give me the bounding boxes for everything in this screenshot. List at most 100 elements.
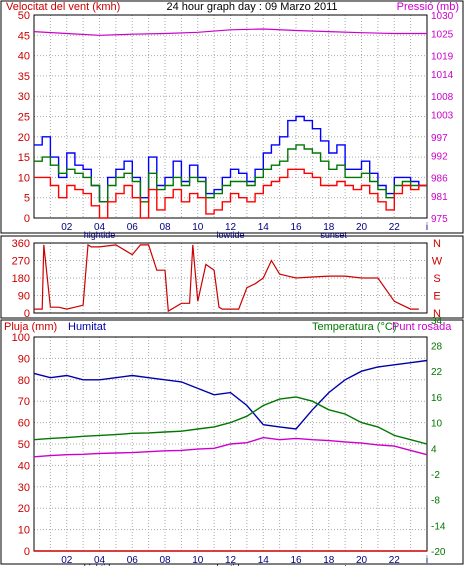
x-hour-label: 14 bbox=[258, 222, 270, 233]
y-tick-label: 0 bbox=[24, 308, 30, 320]
x-event-label: sunset bbox=[320, 230, 347, 240]
y-tick-label: 50 bbox=[18, 439, 30, 451]
y2-tick-label: 986 bbox=[431, 173, 448, 184]
y2-tick-label: 1019 bbox=[431, 52, 454, 63]
y-tick-label: 50 bbox=[18, 10, 30, 22]
plot-area bbox=[33, 242, 428, 314]
y-tick-label: 5 bbox=[24, 193, 30, 205]
x-hour-label: i bbox=[426, 222, 428, 233]
wind-title: Velocitat del vent (kmh) bbox=[6, 1, 120, 13]
x-hour-label: 08 bbox=[159, 555, 171, 566]
x-hour-label: 20 bbox=[356, 222, 368, 233]
x-hour-label: 02 bbox=[61, 555, 73, 566]
y2-tick-label: 1008 bbox=[431, 92, 454, 103]
x-hour-label: 14 bbox=[258, 555, 270, 566]
y-tick-label: 45 bbox=[18, 30, 30, 42]
y2-tick-label: 34 bbox=[431, 316, 443, 327]
x-hour-label: 18 bbox=[323, 555, 335, 566]
x-hour-label: 10 bbox=[192, 555, 204, 566]
top-frame bbox=[0, 0, 464, 234]
series-pressure bbox=[33, 28, 427, 36]
y2-tick-label: 1003 bbox=[431, 111, 454, 122]
y-tick-label: 0 bbox=[24, 213, 30, 225]
x-event-label: lowtide bbox=[216, 563, 244, 566]
y-tick-label: 20 bbox=[18, 132, 30, 144]
y2-tick-label: -20 bbox=[431, 547, 446, 558]
x-hour-label: 06 bbox=[127, 555, 139, 566]
y2-tick-label: 28 bbox=[431, 342, 443, 353]
x-event-label: sunset bbox=[320, 563, 347, 566]
y-tick-label: 100 bbox=[12, 332, 30, 344]
x-hour-label: 16 bbox=[290, 222, 302, 233]
y-tick-label: 15 bbox=[18, 152, 30, 164]
y2-tick-label: 1030 bbox=[431, 11, 454, 22]
direction-tick-label: N bbox=[433, 308, 441, 320]
y-tick-label: 70 bbox=[18, 396, 30, 408]
y-tick-label: 180 bbox=[12, 273, 30, 285]
rain-title: Pluja (mm) bbox=[4, 321, 57, 333]
y-tick-label: 60 bbox=[18, 418, 30, 430]
y-tick-label: 40 bbox=[18, 460, 30, 472]
y2-tick-label: -8 bbox=[431, 496, 440, 507]
x-hour-label: 04 bbox=[94, 222, 106, 233]
x-event-label: hightide bbox=[84, 230, 116, 240]
direction-tick-label: E bbox=[433, 291, 440, 303]
y-tick-label: 30 bbox=[18, 482, 30, 494]
y2-tick-label: 16 bbox=[431, 393, 443, 404]
y2-tick-label: 981 bbox=[431, 192, 448, 203]
graph-title: 24 hour graph day : 09 Marzo 2011 bbox=[166, 1, 337, 13]
y2-tick-label: 975 bbox=[431, 214, 448, 225]
series-humidity bbox=[33, 359, 428, 430]
dew-title: Punt rosada bbox=[392, 321, 452, 333]
y-tick-label: 270 bbox=[12, 256, 30, 268]
x-hour-label: 10 bbox=[192, 222, 204, 233]
y2-tick-label: 4 bbox=[431, 444, 437, 455]
x-event-label: hightide bbox=[84, 563, 116, 566]
x-hour-label: 16 bbox=[290, 555, 302, 566]
x-hour-label: 04 bbox=[94, 555, 106, 566]
series-windAvg bbox=[34, 144, 427, 203]
x-hour-label: i bbox=[426, 555, 428, 566]
y-tick-label: 10 bbox=[18, 525, 30, 537]
x-hour-label: 12 bbox=[225, 222, 237, 233]
x-hour-label: 12 bbox=[225, 555, 237, 566]
y2-tick-label: 1014 bbox=[431, 70, 454, 81]
y-tick-label: 25 bbox=[18, 112, 30, 124]
y-tick-label: 360 bbox=[12, 238, 30, 250]
temperature-title: Temperatura (°C) bbox=[312, 321, 396, 333]
x-hour-label: 02 bbox=[61, 222, 73, 233]
y2-tick-label: 992 bbox=[431, 151, 448, 162]
y-tick-label: 80 bbox=[18, 375, 30, 387]
series-dew bbox=[33, 436, 428, 458]
y2-tick-label: 997 bbox=[431, 133, 448, 144]
x-event-label: lowtide bbox=[216, 230, 244, 240]
y-tick-label: 10 bbox=[18, 172, 30, 184]
x-hour-label: 18 bbox=[323, 222, 335, 233]
y-tick-label: 90 bbox=[18, 291, 30, 303]
x-hour-label: 08 bbox=[159, 222, 171, 233]
y-tick-label: 90 bbox=[18, 353, 30, 365]
y-tick-label: 35 bbox=[18, 71, 30, 83]
series-wind bbox=[34, 168, 427, 219]
y2-tick-label: -14 bbox=[431, 521, 446, 532]
y2-tick-label: 22 bbox=[431, 367, 443, 378]
direction-frame bbox=[0, 235, 464, 319]
y-tick-label: 30 bbox=[18, 91, 30, 103]
pressure-title: Pressió (mb) bbox=[397, 1, 459, 13]
x-hour-label: 20 bbox=[356, 555, 368, 566]
y2-tick-label: 1025 bbox=[431, 29, 454, 40]
bottom-frame bbox=[0, 319, 464, 565]
x-hour-label: 22 bbox=[389, 222, 401, 233]
y-tick-label: 0 bbox=[24, 546, 30, 558]
x-hour-label: 22 bbox=[389, 555, 401, 566]
x-hour-label: 06 bbox=[127, 222, 139, 233]
series-temperature bbox=[33, 396, 428, 445]
y2-tick-label: 10 bbox=[431, 419, 443, 430]
series-direction bbox=[34, 243, 419, 313]
direction-tick-label: S bbox=[433, 273, 440, 285]
y-tick-label: 20 bbox=[18, 503, 30, 515]
y-tick-label: 40 bbox=[18, 51, 30, 63]
direction-tick-label: W bbox=[432, 256, 443, 268]
